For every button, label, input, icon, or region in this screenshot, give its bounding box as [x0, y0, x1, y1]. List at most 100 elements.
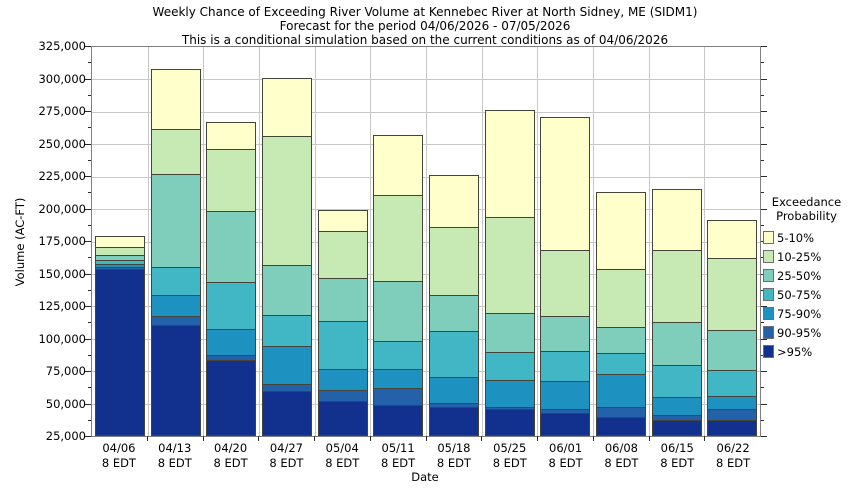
stacked-bar-06-08: [595, 191, 646, 436]
bar-segment-10-25%: [317, 231, 368, 279]
y-tick: [85, 403, 91, 405]
bar-segment->95%: [707, 420, 758, 436]
bar-slot: [259, 47, 315, 436]
bar-segment-10-25%: [206, 149, 257, 212]
y-tick: [761, 111, 767, 112]
stacked-bar-06-01: [540, 116, 591, 436]
chart-subtitle-conditions: This is a conditional simulation based o…: [181, 33, 669, 47]
x-tick-label: 06/15 8 EDT: [649, 441, 705, 471]
legend-entry: >95%: [763, 342, 850, 361]
bar-segment-10-25%: [707, 258, 758, 331]
legend-label: 50-75%: [777, 287, 822, 302]
bar-segment-50-75%: [261, 314, 312, 347]
y-tick-label: 300,000: [38, 71, 86, 86]
bar-segment-25-50%: [707, 329, 758, 372]
y-tick: [85, 143, 91, 145]
y-minor-tick: [761, 387, 764, 389]
bar-segment->95%: [540, 412, 591, 436]
x-tick-time: 8 EDT: [325, 456, 360, 470]
y-tick: [85, 338, 91, 340]
bar-segment-5-10%: [651, 189, 702, 252]
bar-segment-75-90%: [261, 345, 312, 385]
bar-segment-10-25%: [150, 128, 201, 176]
bar-segment-50-75%: [595, 353, 646, 376]
x-tick-date: 06/01: [549, 441, 583, 455]
gridline-x: [203, 47, 205, 436]
bar-segment->95%: [150, 324, 201, 436]
bar-segment-25-50%: [317, 277, 368, 323]
y-minor-tick: [761, 159, 764, 161]
bar-segment-10-25%: [428, 227, 479, 296]
bar-segment->95%: [651, 419, 702, 436]
legend-swatch: [763, 269, 774, 282]
bar-slot: [593, 47, 649, 436]
x-tick-date: 06/08: [604, 441, 638, 455]
y-tick: [85, 306, 91, 307]
bar-segment->95%: [428, 406, 479, 436]
stacked-bar-04-06: [94, 235, 145, 436]
gridline-x: [370, 47, 372, 436]
legend-entries: 5-10% 10-25% 25-50% 50-75% 75-90% 90-95% >95%: [763, 228, 850, 361]
x-tick-label: 05/25 8 EDT: [482, 441, 538, 471]
y-minor-tick: [88, 257, 91, 259]
stacked-bar-04-13: [150, 68, 201, 436]
bar-segment-5-10%: [707, 220, 758, 260]
x-tick: [537, 436, 538, 441]
y-minor-tick: [761, 419, 764, 421]
legend: Exceedance Probability 5-10% 10-25% 25-50%…: [763, 195, 850, 361]
x-tick-time: 8 EDT: [157, 456, 192, 470]
x-tick-label: 05/18 8 EDT: [426, 441, 482, 471]
y-minor-tick: [88, 387, 91, 389]
y-tick: [761, 46, 767, 47]
bar-slot: [704, 47, 760, 436]
y-minor-tick: [761, 94, 764, 96]
y-tick-label: 175,000: [38, 234, 86, 248]
legend-entry: 75-90%: [763, 304, 850, 323]
bar-slot: [649, 47, 705, 436]
x-tick-date: 04/13: [158, 441, 192, 455]
bar-segment-25-50%: [484, 312, 535, 354]
x-tick-label: 06/22 8 EDT: [705, 441, 761, 471]
x-tick-time: 8 EDT: [660, 456, 695, 470]
x-tick: [704, 436, 706, 441]
chart-title: Weekly Chance of Exceeding River Volume …: [152, 5, 698, 19]
bar-segment->95%: [595, 416, 646, 436]
x-tick: [202, 436, 204, 441]
y-tick: [85, 176, 91, 177]
gridline-x: [704, 47, 706, 436]
y-tick-label: 75,000: [45, 364, 86, 378]
stacked-bar-05-25: [484, 110, 535, 436]
y-tick: [85, 208, 91, 210]
x-tick-time: 8 EDT: [381, 456, 416, 470]
y-minor-tick: [88, 94, 91, 96]
y-minor-tick: [88, 419, 91, 421]
y-tick-label: 25,000: [45, 429, 86, 443]
x-tick-date: 05/04: [325, 441, 359, 455]
bar-segment-75-90%: [540, 380, 591, 410]
bar-segment-75-90%: [651, 396, 702, 416]
y-tick-label: 100,000: [38, 331, 86, 346]
legend-swatch: [763, 307, 774, 320]
x-axis-title: Date: [411, 470, 439, 484]
bar-segment-50-75%: [540, 350, 591, 382]
bar-segment-25-50%: [150, 174, 201, 268]
stacked-bar-06-22: [707, 220, 758, 436]
bar-segment-25-50%: [651, 322, 702, 367]
stacked-bar-05-11: [373, 134, 424, 436]
y-minor-tick: [88, 354, 91, 356]
y-tick: [761, 143, 767, 145]
bar-segment-25-50%: [595, 327, 646, 355]
bar-segment-50-75%: [428, 331, 479, 379]
x-tick-date: 06/22: [716, 441, 750, 455]
bar-segment-25-50%: [373, 280, 424, 342]
x-tick-date: 06/15: [660, 441, 694, 455]
legend-swatch: [763, 231, 774, 244]
bar-slot: [92, 47, 148, 436]
legend-entry: 25-50%: [763, 266, 850, 285]
bar-segment-90-95%: [373, 387, 424, 406]
legend-label: >95%: [777, 344, 813, 359]
gridline-x: [481, 47, 483, 436]
y-tick: [761, 436, 767, 437]
bar-segment-10-25%: [484, 216, 535, 314]
y-tick: [85, 436, 91, 437]
